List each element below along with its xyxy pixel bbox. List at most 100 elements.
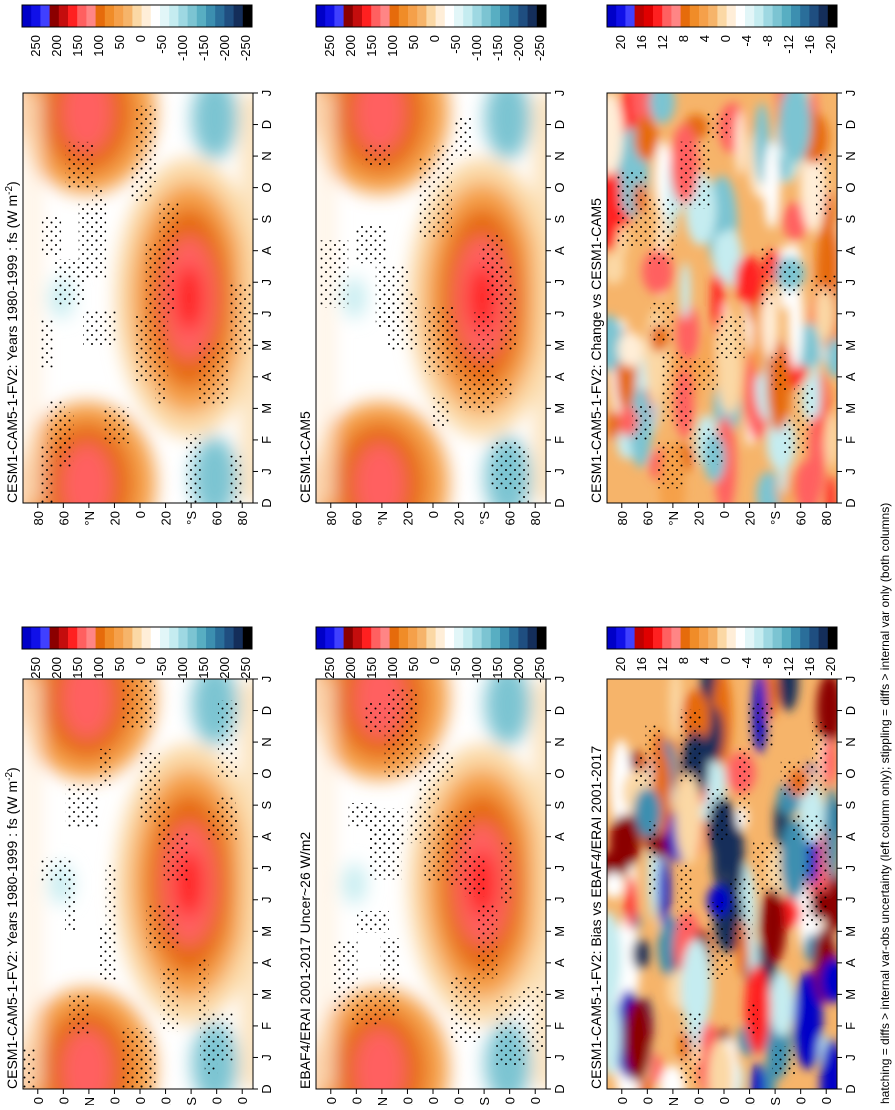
stipple-patch <box>678 1012 702 1086</box>
stipple-patch <box>496 996 525 1066</box>
y-tick-label: 80 <box>615 511 630 525</box>
colorbar-swatch <box>745 627 755 649</box>
colorbar-tick-label: 200 <box>49 35 64 57</box>
heatmap-cell <box>61 679 113 739</box>
stipple-patch <box>810 275 837 297</box>
panel-title-main: CESM1-CAM5-1-FV2: Years 1980-1999 : fs (… <box>4 781 20 1089</box>
colorbar-swatch <box>178 5 189 27</box>
colorbar-swatch <box>68 627 78 649</box>
x-tick-label: S <box>259 214 274 223</box>
colorbar-tick-label: -16 <box>802 35 817 54</box>
panel-title: EBAF4/ERAI 2001-2017 Uncer~26 W/m2 <box>297 832 313 1089</box>
y-tick-label: 20 <box>159 1097 174 1105</box>
plot-frame <box>315 92 547 504</box>
colorbar-tick-label: -4 <box>739 35 754 47</box>
y-tick-label: °N <box>666 1097 681 1105</box>
y-tick-label: 80 <box>528 1097 543 1105</box>
colorbar-frame <box>21 4 253 28</box>
colorbar-swatch <box>95 627 106 649</box>
y-tick-label: °N <box>82 511 97 526</box>
stipple-patch <box>491 442 521 490</box>
stipple-patch <box>737 747 750 823</box>
stipple-patch <box>784 417 809 454</box>
colorbar-swatch <box>398 5 409 27</box>
stipple-patch <box>41 215 62 257</box>
y-tick-label: 20 <box>743 1097 758 1105</box>
colorbar-swatch <box>726 5 737 27</box>
y-tick-label: 80 <box>819 511 834 525</box>
colorbar-swatch <box>40 5 51 27</box>
colorbar-swatch <box>671 627 682 649</box>
y-tick-label: 20 <box>107 511 122 525</box>
stipple-patch <box>520 987 546 1053</box>
colorbar-swatch <box>49 627 60 649</box>
y-tick-label: °N <box>82 1097 97 1105</box>
panel-title-main: CESM1-CAM5-1-FV2: Change vs CESM1-CAM5 <box>588 198 604 503</box>
colorbar-swatch <box>233 5 244 27</box>
colorbar-swatch <box>77 5 87 27</box>
heatmap-cell <box>763 141 780 229</box>
heatmap-cell <box>354 443 406 503</box>
stipple-patch <box>474 312 494 336</box>
y-tick-label: 80 <box>819 1097 834 1105</box>
stipple-patch <box>41 857 71 882</box>
colorbar-swatch <box>187 5 198 27</box>
heatmap-cell <box>820 1038 837 1089</box>
colorbar-swatch <box>215 5 225 27</box>
stipple-patch <box>228 455 243 503</box>
heatmap-cell <box>825 337 837 379</box>
colorbar-swatch <box>671 5 682 27</box>
colorbar-swatch <box>490 627 501 649</box>
colorbar-tick-label: 50 <box>406 35 421 49</box>
y-tick-label: °S <box>477 1097 492 1105</box>
y-tick-label: 20 <box>452 1097 467 1105</box>
x-tick-label: M <box>552 989 567 1000</box>
colorbar-swatch <box>426 5 437 27</box>
colorbar-swatch <box>389 5 400 27</box>
x-tick-label: J <box>259 90 274 97</box>
heatmap-cell <box>354 1029 406 1089</box>
x-tick-label: O <box>259 769 274 779</box>
colorbar-swatch <box>160 627 170 649</box>
stipple-patch <box>477 377 512 398</box>
colorbar-swatch <box>132 627 143 649</box>
colorbar-swatch <box>114 5 124 27</box>
colorbar-tick-label: -200 <box>217 657 232 683</box>
x-tick-label: S <box>552 800 567 809</box>
colorbar-swatch <box>398 627 409 649</box>
colorbar-swatch <box>435 627 446 649</box>
stipple-patch <box>450 975 483 1042</box>
colorbar-swatch <box>417 627 427 649</box>
x-tick-label: S <box>259 800 274 809</box>
heatmap-cell <box>708 1039 734 1089</box>
plot-frame <box>22 678 254 1090</box>
colorbar-swatch <box>708 5 718 27</box>
x-tick-label: N <box>552 151 567 160</box>
colorbar-tick-label: 0 <box>718 657 733 664</box>
colorbar-swatch <box>643 5 654 27</box>
x-tick-label: M <box>843 403 858 414</box>
x-tick-label: J <box>843 311 858 318</box>
colorbar-swatch <box>463 5 473 27</box>
colorbar-swatch <box>500 627 510 649</box>
colorbar-tick-label: 100 <box>91 657 106 679</box>
heatmap-cell <box>759 888 786 965</box>
heatmap-field <box>607 679 837 1089</box>
colorbar-tick-label: -250 <box>532 35 547 61</box>
stipple-patch <box>815 152 832 216</box>
stipple-patch <box>155 375 168 404</box>
heatmap-cell <box>675 773 702 865</box>
colorbar-swatch <box>325 627 335 649</box>
stipple-patch <box>771 352 788 392</box>
stipple-patch <box>384 700 417 778</box>
x-tick-label: M <box>552 403 567 414</box>
colorbar-swatch <box>444 627 455 649</box>
y-tick-label: 80 <box>235 1097 250 1105</box>
heatmap-cell <box>819 957 837 1004</box>
y-tick-label: 20 <box>400 1097 415 1105</box>
colorbar-swatch <box>781 5 792 27</box>
colorbar-swatch <box>735 5 746 27</box>
colorbar-swatch <box>380 627 391 649</box>
